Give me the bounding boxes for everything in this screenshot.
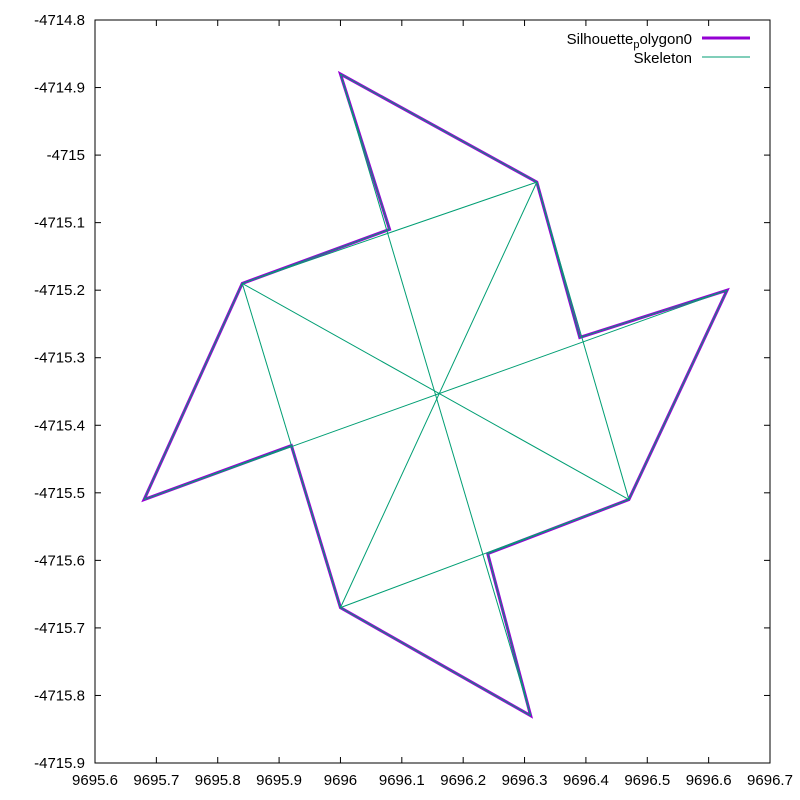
- skeleton-segment: [340, 73, 538, 183]
- x-tick-label: 9696.6: [686, 772, 732, 789]
- skeleton-segment: [536, 181, 630, 500]
- plot-marks: [141, 70, 730, 719]
- skeleton-segment: [340, 607, 531, 717]
- y-tick-label: -4715.7: [34, 620, 85, 637]
- skeleton-segment: [242, 181, 537, 284]
- y-tick-label: -4715.5: [34, 485, 85, 502]
- skeleton-segment: [242, 282, 630, 501]
- y-tick-label: -4715.1: [34, 215, 85, 232]
- x-tick-label: 9696.3: [502, 772, 548, 789]
- legend-label-skeleton: Skeleton: [634, 50, 692, 67]
- x-tick-label: 9695.6: [72, 772, 118, 789]
- legend-label-silhouette-main: Silhouette: [567, 31, 634, 48]
- skeleton-segment: [579, 289, 728, 338]
- y-tick-label: -4715: [47, 147, 85, 164]
- x-tick-label: 9696: [324, 772, 357, 789]
- x-tick-label: 9695.9: [256, 772, 302, 789]
- x-tick-label: 9696.1: [379, 772, 425, 789]
- y-tick-label: -4714.9: [34, 80, 85, 97]
- legend-label-silhouette: Silhouettepolygon0: [567, 31, 692, 51]
- plot-frame: [94, 19, 771, 764]
- y-tick-label: -4715.9: [34, 755, 85, 772]
- skeleton-segment: [628, 289, 728, 500]
- skeleton-segment: [143, 289, 728, 501]
- y-tick-label: -4714.8: [34, 12, 85, 29]
- x-tick-label: 9695.8: [195, 772, 241, 789]
- x-tick-label: 9696.2: [440, 772, 486, 789]
- legend: Silhouettepolygon0 Skeleton: [567, 31, 750, 67]
- y-tick-label: -4715.6: [34, 552, 85, 569]
- y-tick-label: -4715.3: [34, 350, 85, 367]
- skeleton-segment: [242, 228, 390, 284]
- skeleton-segment: [143, 283, 243, 500]
- skeleton-segment: [340, 181, 538, 608]
- skeleton-segment: [340, 499, 630, 609]
- x-tick-label: 9695.7: [133, 772, 179, 789]
- y-tick-label: -4715.2: [34, 282, 85, 299]
- axis-ticks: 9695.6 9695.7 9695.8 9695.9 9696 9696.1 9696.2…: [34, 12, 793, 789]
- x-tick-label: 9696.4: [563, 772, 609, 789]
- legend-label-silhouette-sub: p: [633, 39, 639, 51]
- skeleton-segment: [241, 283, 341, 608]
- legend-label-silhouette-rest: olygon0: [639, 31, 692, 48]
- y-tick-label: -4715.4: [34, 417, 85, 434]
- x-tick-label: 9696.5: [624, 772, 670, 789]
- skeleton-segment: [487, 553, 532, 716]
- x-tick-label: 9696.7: [747, 772, 793, 789]
- y-tick-label: -4715.8: [34, 687, 85, 704]
